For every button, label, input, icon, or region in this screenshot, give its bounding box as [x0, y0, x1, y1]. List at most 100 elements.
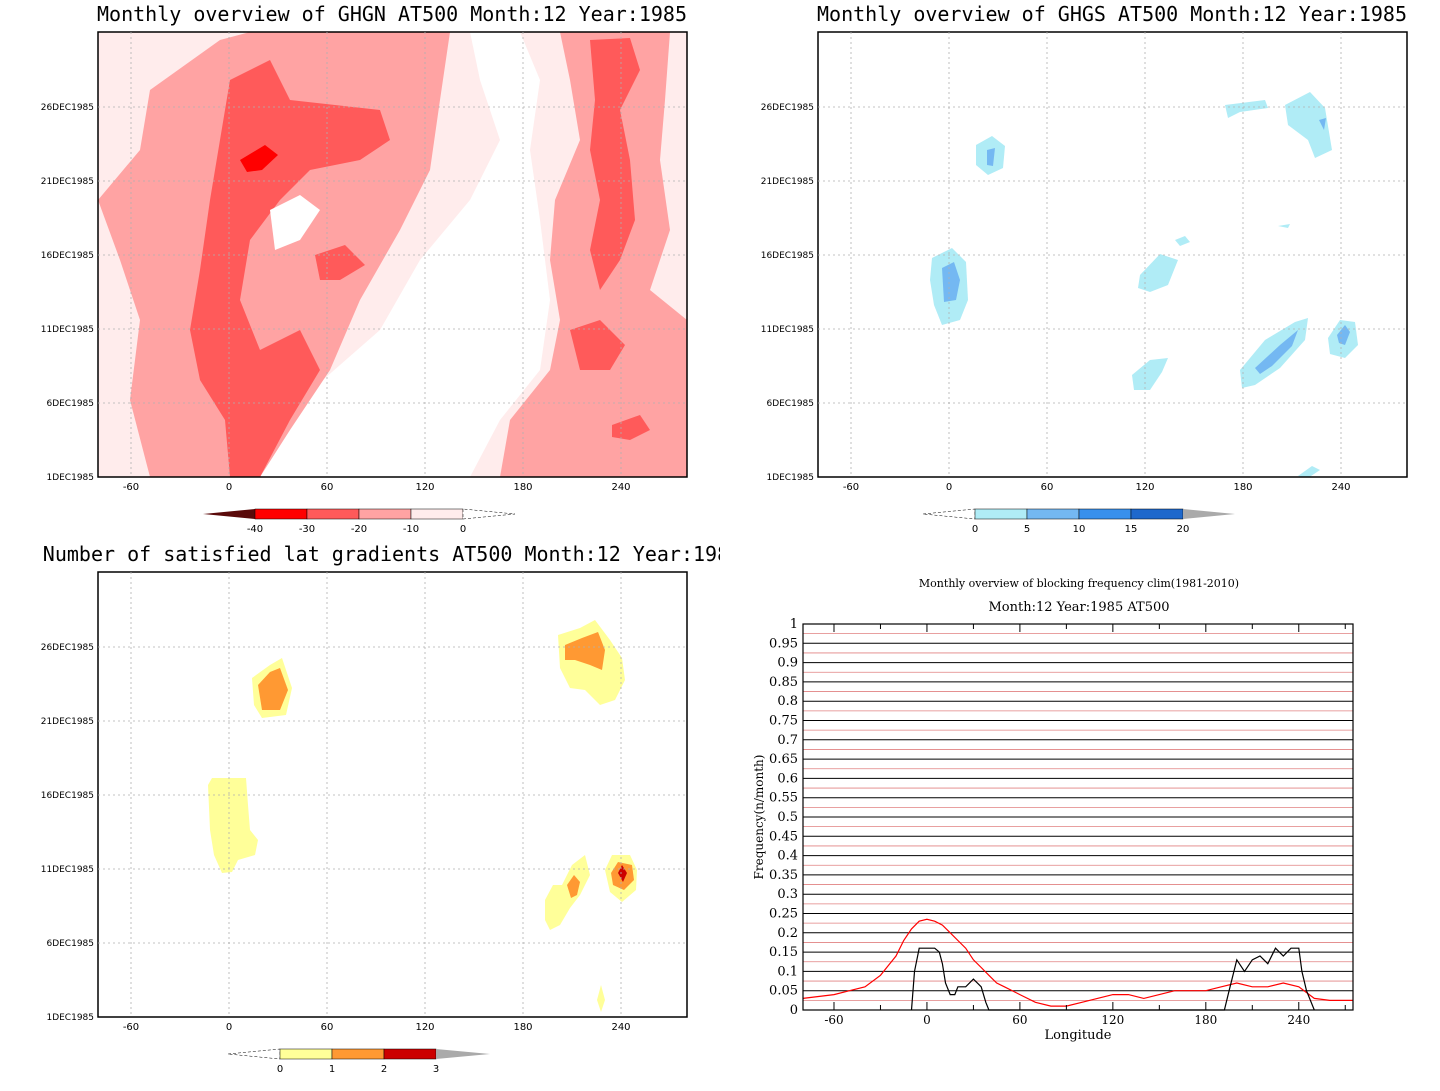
y-tick-label: 6DEC1985: [46, 399, 94, 409]
colorbar-label: 15: [1125, 524, 1138, 535]
y-tick-label: 0.65: [769, 752, 798, 767]
x-tick-label: 240: [611, 482, 630, 493]
colorbar-label: -20: [351, 524, 367, 535]
panel-title: Monthly overview of GHGN AT500 Month:12 …: [97, 2, 687, 26]
colorbar-segment: [331, 1048, 385, 1060]
x-tick-label: 180: [513, 1022, 532, 1033]
colorbar-label: 1: [329, 1064, 335, 1075]
ghgn-panel: Monthly overview of GHGN AT500 Month:12 …: [41, 2, 688, 535]
y-tick-label: 26DEC1985: [41, 103, 94, 113]
colorbar-segment: [1183, 509, 1235, 519]
x-tick-label: 120: [415, 482, 434, 493]
y-tick-label: 0.3: [777, 887, 798, 902]
y-tick-label: 26DEC1985: [761, 103, 814, 113]
colorbar-segment: [410, 508, 464, 520]
ghgs-panel: Monthly overview of GHGS AT500 Month:12 …: [761, 2, 1408, 535]
x-tick-label: -60: [824, 1013, 843, 1027]
colorbar-label: 5: [1024, 524, 1030, 535]
lat-gridlines: [98, 572, 687, 1017]
colorbar-segment: [383, 1048, 437, 1060]
colorbar-segment: [203, 509, 255, 519]
y-tick-label: 0.75: [769, 714, 798, 729]
x-tick-label: -60: [123, 482, 139, 493]
x-tick-label: 180: [1194, 1013, 1217, 1027]
x-tick-label: 0: [923, 1013, 931, 1027]
y-tick-label: 0.35: [769, 868, 798, 883]
y-tick-label: 1DEC1985: [766, 473, 814, 483]
lat-contour-field: [98, 572, 687, 1017]
colorbar-segment: [306, 508, 360, 520]
lat-colorbar: 0 1 2 3: [227, 1048, 490, 1075]
ghgs-gridlines: [818, 32, 1407, 477]
y-tick-label: 0.25: [769, 907, 798, 922]
panel-title: Number of satisfied lat gradients AT500 …: [43, 542, 720, 566]
plot-area-frame: [802, 623, 1354, 1011]
ghgn-gridlines: [98, 32, 687, 477]
ghgn-colorbar: -40 -30 -20 -10 0: [203, 508, 516, 535]
x-tick-label: 60: [321, 1022, 334, 1033]
x-tick-label: 0: [226, 482, 232, 493]
colorbar-segment: [1078, 508, 1132, 520]
y-tick-label: 0.05: [769, 984, 798, 999]
x-tick-label: 0: [226, 1022, 232, 1033]
lat-x-ticks: -60 0 60 120 180 240: [123, 1022, 631, 1033]
x-tick-label: 60: [321, 482, 334, 493]
y-tick-label: 0.95: [769, 636, 798, 651]
colorbar-segment: [922, 508, 976, 520]
x-axis-label: Longitude: [1045, 1028, 1112, 1043]
ghgn-contour-field: [98, 32, 687, 477]
y-tick-label: 0.15: [769, 945, 798, 960]
y-tick-label: 11DEC1985: [41, 325, 94, 335]
y-tick-label: 16DEC1985: [41, 251, 94, 261]
ghgs-y-ticks: 1DEC1985 6DEC1985 11DEC1985 16DEC1985 21…: [761, 103, 814, 483]
x-tick-label: 60: [1012, 1013, 1027, 1027]
x-tick-label: 120: [415, 1022, 434, 1033]
y-tick-label: 1: [790, 617, 798, 632]
ghgs-colorbar: 0 5 10 15 20: [922, 508, 1235, 535]
colorbar-label: 0: [972, 524, 978, 535]
ghgs-x-ticks: -60 0 60 120 180 240: [843, 482, 1351, 493]
x-tick-label: 120: [1101, 1013, 1124, 1027]
colorbar-segment: [462, 508, 516, 520]
colorbar-segment: [436, 1049, 490, 1059]
lat-gradient-panel: Number of satisfied lat gradients AT500 …: [41, 542, 720, 1075]
panel-title: Monthly overview of GHGS AT500 Month:12 …: [817, 2, 1407, 26]
x-tick-label: 240: [611, 1022, 630, 1033]
y-tick-label: 0.2: [777, 926, 798, 941]
y-tick-label: 0.85: [769, 675, 798, 690]
x-tick-label: -60: [123, 1022, 139, 1033]
y-tick-label: 26DEC1985: [41, 643, 94, 653]
chart-ticks: 0 0.05 0.1 0.15 0.2 0.25 0.3 0.35 0.4 0.45 0.5 0.55…: [769, 617, 1346, 1027]
colorbar-segment: [974, 508, 1028, 520]
x-tick-label: 180: [513, 482, 532, 493]
x-tick-label: 240: [1331, 482, 1350, 493]
colorbar-segment: [254, 508, 308, 520]
y-axis-label: Frequency(n/month): [752, 755, 766, 880]
chart-gridlines: [803, 623, 1353, 1011]
x-tick-label: -60: [843, 482, 859, 493]
colorbar-label: -10: [403, 524, 419, 535]
colorbar-label: 10: [1073, 524, 1086, 535]
chart-subtitle: Month:12 Year:1985 AT500: [988, 600, 1169, 615]
blocking-frequency-chart: Monthly overview of blocking frequency c…: [752, 577, 1354, 1043]
x-tick-label: 240: [1287, 1013, 1310, 1027]
y-tick-label: 1DEC1985: [46, 1013, 94, 1023]
lat-y-ticks: 1DEC1985 6DEC1985 11DEC1985 16DEC1985 21…: [41, 643, 94, 1023]
x-tick-label: 0: [946, 482, 952, 493]
y-tick-label: 6DEC1985: [766, 399, 814, 409]
series-line-red: [802, 918, 1353, 1007]
colorbar-label: -40: [247, 524, 263, 535]
colorbar-label: 3: [433, 1064, 439, 1075]
x-tick-label: 120: [1135, 482, 1154, 493]
colorbar-label: 20: [1177, 524, 1190, 535]
y-tick-label: 11DEC1985: [761, 325, 814, 335]
y-tick-label: 1DEC1985: [46, 473, 94, 483]
y-tick-label: 21DEC1985: [41, 717, 94, 727]
x-tick-label: 180: [1233, 482, 1252, 493]
chart-title: Monthly overview of blocking frequency c…: [919, 577, 1239, 590]
ghgn-y-ticks: 1DEC1985 6DEC1985 11DEC1985 16DEC1985 21…: [41, 103, 94, 483]
colorbar-label: 0: [277, 1064, 283, 1075]
y-tick-label: 0.45: [769, 829, 798, 844]
y-tick-label: 0.5: [777, 810, 798, 825]
ghgn-x-ticks: -60 0 60 120 180 240: [123, 482, 631, 493]
